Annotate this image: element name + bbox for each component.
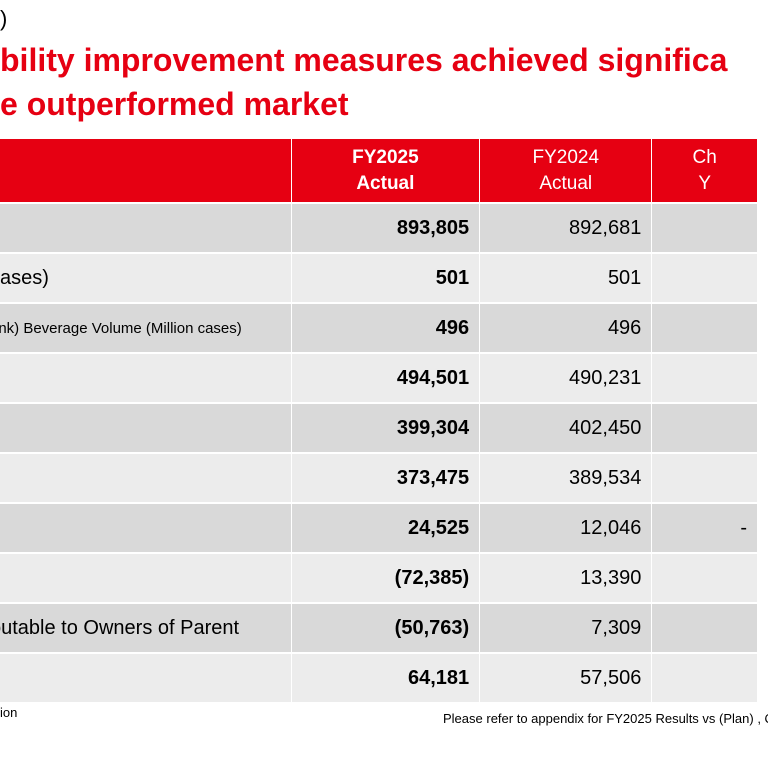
cell-fy2024: 501 [479, 252, 653, 303]
cell-change [651, 202, 758, 253]
cell-fy2024: 12,046 [479, 502, 653, 553]
table-header-row: FY2025 Actual FY2024 Actual Ch Y [0, 139, 758, 203]
cell-fy2024: 490,231 [479, 352, 653, 403]
cell-fy2024: 389,534 [479, 452, 653, 503]
column-header-fy2025: FY2025 Actual [291, 139, 481, 203]
cell-change [651, 452, 758, 503]
cell-fy2025: (50,763) [291, 602, 481, 653]
table-row: 494,501 490,231 [0, 352, 758, 403]
column-header-fy2024-year: FY2024 [532, 146, 600, 168]
row-label-text: outable to Owners of Parent [0, 616, 240, 639]
cell-change [651, 252, 758, 303]
row-label [0, 202, 292, 253]
cell-fy2025: 64,181 [291, 652, 481, 702]
headline-line-1: bility improvement measures achieved sig… [0, 42, 728, 78]
cell-fy2025: 496 [291, 302, 481, 353]
footnote-left: ion [0, 705, 18, 720]
column-header-change-line2: Y [698, 172, 711, 194]
row-label: ) [0, 552, 292, 603]
column-header-fy2025-year: FY2025 [352, 146, 419, 168]
row-label [0, 652, 292, 702]
table-row: 64,181 57,506 [0, 652, 758, 702]
row-label [0, 352, 292, 403]
table-row: )(72,385)13,390 [0, 552, 758, 603]
results-table: FY2025 Actual FY2024 Actual Ch Y 893,805… [0, 139, 758, 702]
cell-change: - [651, 502, 758, 553]
cell-change [651, 652, 758, 702]
column-header-item [0, 139, 292, 203]
cell-fy2025: 893,805 [291, 202, 481, 253]
table-row: 893,805 892,681 [0, 202, 758, 253]
table-row: 373,475 389,534 [0, 452, 758, 503]
cell-change [651, 402, 758, 453]
column-header-fy2025-type: Actual [356, 172, 415, 194]
cell-fy2024: 402,450 [479, 402, 653, 453]
column-header-change: Ch Y [651, 139, 758, 203]
cell-fy2025: 501 [291, 252, 481, 303]
cell-fy2025: 373,475 [291, 452, 481, 503]
cell-fy2025: 494,501 [291, 352, 481, 403]
cell-fy2025: (72,385) [291, 552, 481, 603]
cell-change [651, 552, 758, 603]
column-header-fy2024: FY2024 Actual [479, 139, 653, 203]
table-row: 399,304 402,450 [0, 402, 758, 453]
table-row: 24,525 12,046- [0, 502, 758, 553]
cell-fy2024: 13,390 [479, 552, 653, 603]
cell-change [651, 302, 758, 353]
row-label-text: rink) Beverage Volume [0, 319, 146, 337]
row-label [0, 452, 292, 503]
slide-headline: bility improvement measures achieved sig… [0, 38, 768, 126]
cell-fy2025: 24,525 [291, 502, 481, 553]
cell-change [651, 352, 758, 403]
row-label [0, 502, 292, 553]
row-label: cases) [0, 252, 292, 303]
cell-fy2024: 892,681 [479, 202, 653, 253]
row-label-text: cases) [0, 266, 49, 289]
headline-line-2: e outperformed market [0, 86, 349, 122]
row-label: rink) Beverage Volume (Million cases) [0, 302, 292, 353]
table-row: outable to Owners of Parent (50,763) 7,309 [0, 602, 758, 653]
top-fragment: ) [0, 6, 8, 31]
table-row: rink) Beverage Volume (Million cases) 496… [0, 302, 758, 353]
footnote-right: Please refer to appendix for FY2025 Resu… [443, 711, 768, 726]
column-header-change-line1: Ch [692, 146, 717, 168]
row-label-unit: (Million cases) [145, 319, 242, 337]
row-label: outable to Owners of Parent [0, 602, 292, 653]
cell-fy2024: 496 [479, 302, 653, 353]
row-label [0, 402, 292, 453]
cell-fy2024: 57,506 [479, 652, 653, 702]
cell-change [651, 602, 758, 653]
cell-fy2024: 7,309 [479, 602, 653, 653]
column-header-fy2024-type: Actual [539, 172, 593, 194]
cell-fy2025: 399,304 [291, 402, 481, 453]
